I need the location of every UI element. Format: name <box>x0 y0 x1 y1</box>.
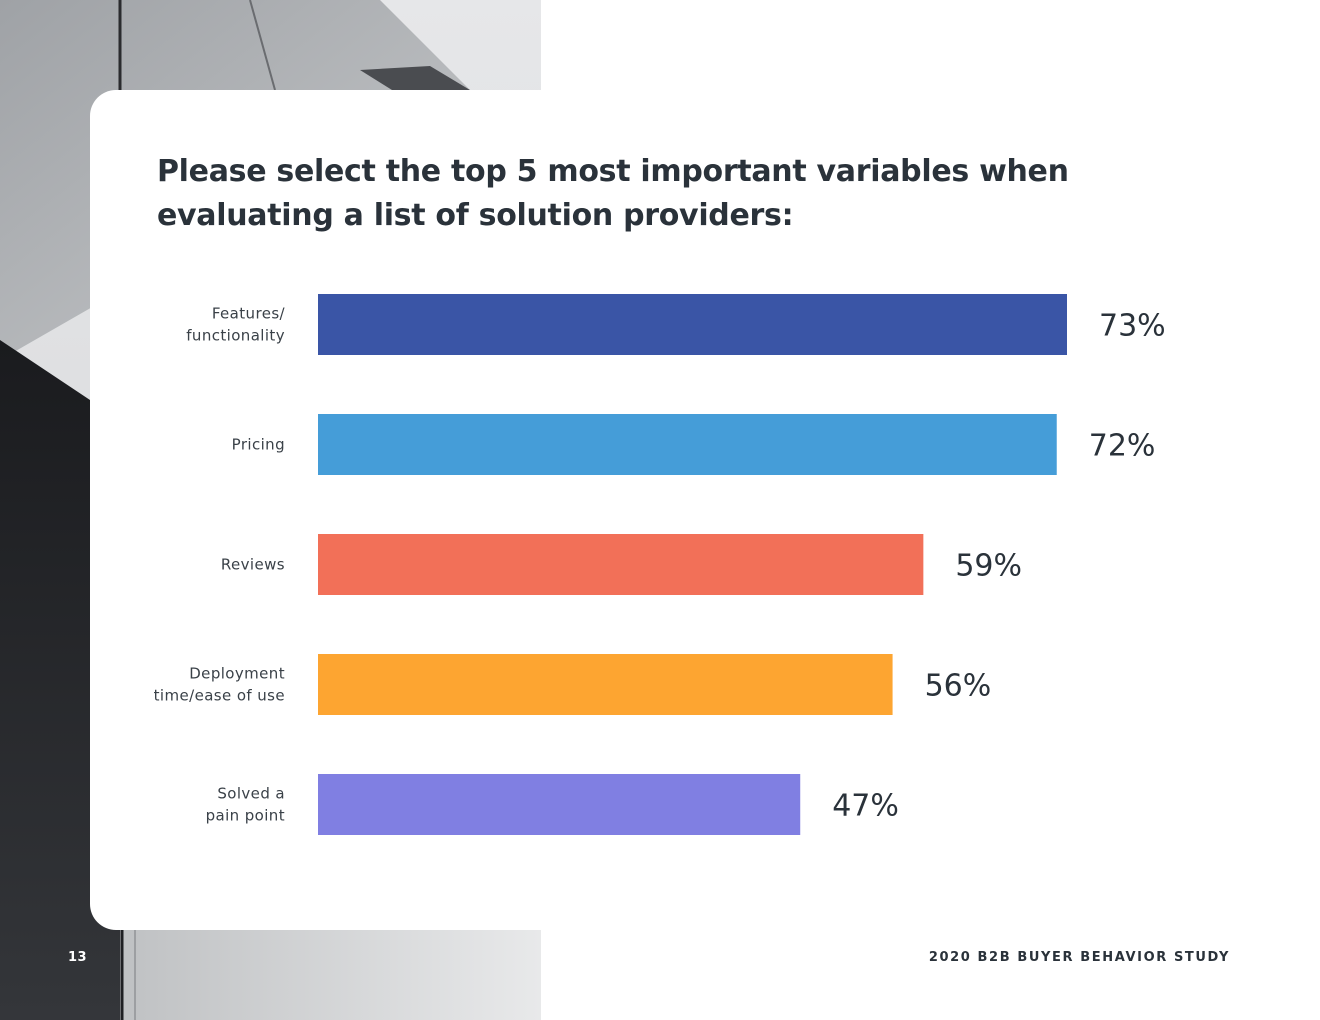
category-label-5-line-2: pain point <box>206 807 285 825</box>
category-label-4-line-1: Deployment <box>189 665 285 683</box>
value-label-4: 56% <box>925 669 992 704</box>
category-label-4-line-2: time/ease of use <box>154 687 285 705</box>
bar-5 <box>318 774 801 835</box>
bar-3 <box>318 534 924 595</box>
category-label-2: Pricing <box>232 436 285 454</box>
page-title: Please select the top 5 most important v… <box>157 154 1069 233</box>
category-label-1-line-2: functionality <box>186 327 285 345</box>
footer-title: 2020 B2B BUYER BEHAVIOR STUDY <box>928 950 1230 965</box>
category-label-1-line-1: Features/ <box>212 305 286 323</box>
value-label-3: 59% <box>955 549 1022 584</box>
value-label-2: 72% <box>1089 429 1156 464</box>
value-label-1: 73% <box>1099 309 1166 344</box>
bar-4 <box>318 654 893 715</box>
page-number: 13 <box>68 950 88 965</box>
bar-2 <box>318 414 1057 475</box>
value-label-5: 47% <box>832 789 899 824</box>
category-label-3: Reviews <box>221 556 285 574</box>
category-label-5-line-1: Solved a <box>217 785 285 803</box>
bar-1 <box>318 294 1067 355</box>
